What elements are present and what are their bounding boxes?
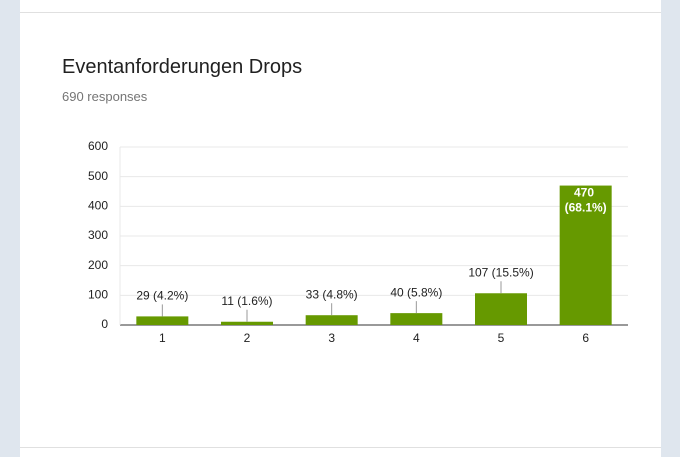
chart-title: Eventanforderungen Drops [62,56,303,78]
bar [136,316,189,325]
x-tick-label: 2 [244,331,251,345]
separator [20,12,661,13]
value-label: 107 (15.5%) [468,265,533,279]
x-tick-label: 5 [498,331,505,345]
value-label: 11 (1.6%) [221,294,272,308]
value-label: 33 (4.8%) [306,287,358,301]
bar [305,315,358,325]
y-tick-label: 0 [101,317,108,331]
bar [221,321,273,325]
value-label: 29 (4.2%) [136,289,188,303]
y-tick-label: 100 [88,288,108,302]
bar [475,293,527,325]
y-tick-label: 500 [88,169,108,183]
chart-subtitle: 690 responses [62,89,148,104]
bar [390,313,443,325]
x-tick-label: 1 [159,331,166,345]
x-tick-label: 4 [413,331,420,345]
y-tick-label: 300 [88,228,108,242]
y-tick-label: 600 [88,139,108,153]
value-label: 40 (5.8%) [390,285,442,299]
x-tick-label: 6 [582,331,589,345]
bar [559,185,612,325]
x-tick-label: 3 [328,331,335,345]
value-label: 470 (68.1%) [565,186,607,215]
separator [20,447,661,448]
card: Eventanforderungen Drops 690 responses [20,0,661,457]
y-tick-label: 400 [88,199,108,213]
y-tick-label: 200 [88,258,108,272]
